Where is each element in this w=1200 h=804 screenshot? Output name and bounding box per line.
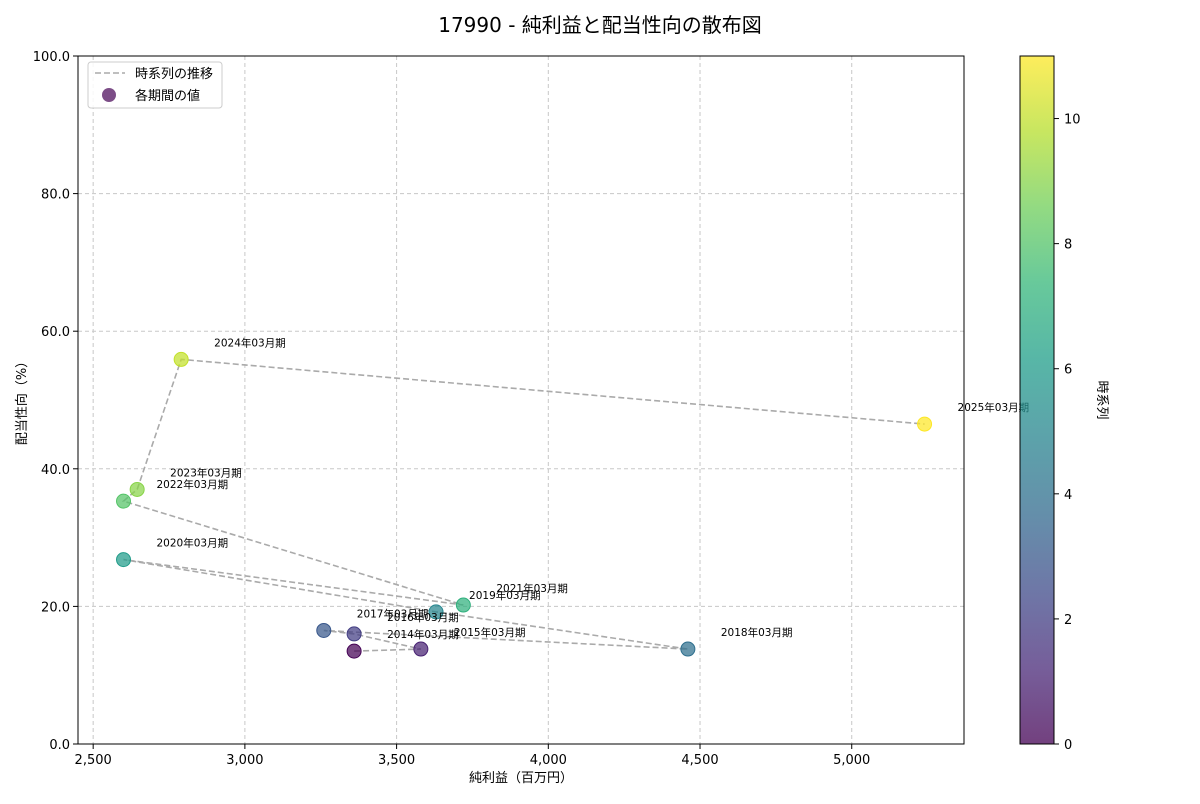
- colorbar-label: 時系列: [1094, 380, 1109, 419]
- colorbar-ticks: 0 2 4 6 8 10: [1054, 113, 1081, 753]
- colorbar: 0 2 4 6 8 10 時系列: [1019, 55, 1109, 753]
- y-tick-label: 0.0: [49, 738, 70, 753]
- data-point: [173, 351, 189, 367]
- point-label: 2022年03月期: [157, 478, 229, 491]
- colorbar-gradient: [1019, 55, 1055, 745]
- point-label: 2021年03月期: [496, 582, 568, 595]
- legend-marker-label: 各期間の値: [135, 88, 200, 104]
- point-label: 2017年03月期: [357, 607, 429, 620]
- data-point: [129, 481, 145, 497]
- x-tick-label: 2,500: [75, 753, 112, 768]
- legend-box: [87, 61, 223, 109]
- y-tick-label: 100.0: [33, 50, 70, 65]
- data-point: [116, 493, 132, 509]
- y-tick-label: 20.0: [41, 600, 70, 615]
- data-point: [680, 641, 696, 657]
- y-tick-label: 60.0: [41, 325, 70, 340]
- trend-line: [121, 358, 925, 652]
- colorbar-tick-label: 6: [1064, 363, 1072, 378]
- data-point: [116, 552, 132, 568]
- x-tick-label: 4,000: [530, 753, 567, 768]
- data-point: [455, 597, 471, 613]
- y-tick-label: 40.0: [41, 463, 70, 478]
- y-tick-label: 80.0: [41, 188, 70, 203]
- colorbar-tick-label: 2: [1064, 613, 1072, 628]
- legend-marker-swatch: [102, 88, 116, 102]
- data-point: [917, 416, 933, 432]
- y-axis-label: 配当性向（%）: [14, 355, 30, 445]
- x-tick-label: 3,500: [378, 753, 415, 768]
- point-label: 2020年03月期: [157, 537, 229, 550]
- point-label: 2024年03月期: [214, 336, 286, 349]
- x-tick-label: 4,500: [681, 753, 718, 768]
- chart-title: 17990 - 純利益と配当性向の散布図: [438, 13, 762, 37]
- point-label: 2025年03月期: [958, 401, 1030, 414]
- point-label: 2016年03月期: [387, 611, 459, 624]
- data-point: [413, 641, 429, 657]
- point-label: 2023年03月期: [170, 466, 242, 479]
- point-label: 2015年03月期: [454, 626, 526, 639]
- point-label: 2014年03月期: [387, 628, 459, 641]
- colorbar-tick-label: 0: [1064, 738, 1072, 753]
- data-point: [316, 622, 332, 638]
- point-label: 2019年03月期: [469, 589, 541, 602]
- data-point: [346, 626, 362, 642]
- data-point: [346, 643, 362, 659]
- legend-line-label: 時系列の推移: [135, 67, 213, 82]
- colorbar-tick-label: 4: [1064, 488, 1072, 503]
- x-tick-label: 5,000: [833, 753, 870, 768]
- data-point: [428, 604, 444, 620]
- data-points: [116, 351, 933, 659]
- legend: 時系列の推移 各期間の値: [87, 61, 223, 109]
- x-axis-ticks: 2,500 3,000 3,500 4,000 4,500 5,000: [75, 744, 870, 768]
- trend-line-layer: [121, 358, 925, 652]
- colorbar-tick-label: 8: [1064, 238, 1072, 253]
- plot-frame: [77, 55, 965, 745]
- y-axis-ticks: 0.0 20.0 40.0 60.0 80.0 100.0: [33, 50, 78, 753]
- x-axis-label: 純利益（百万円）: [469, 771, 573, 786]
- colorbar-tick-label: 10: [1064, 113, 1081, 128]
- point-label: 2018年03月期: [721, 626, 793, 639]
- x-tick-label: 3,000: [226, 753, 263, 768]
